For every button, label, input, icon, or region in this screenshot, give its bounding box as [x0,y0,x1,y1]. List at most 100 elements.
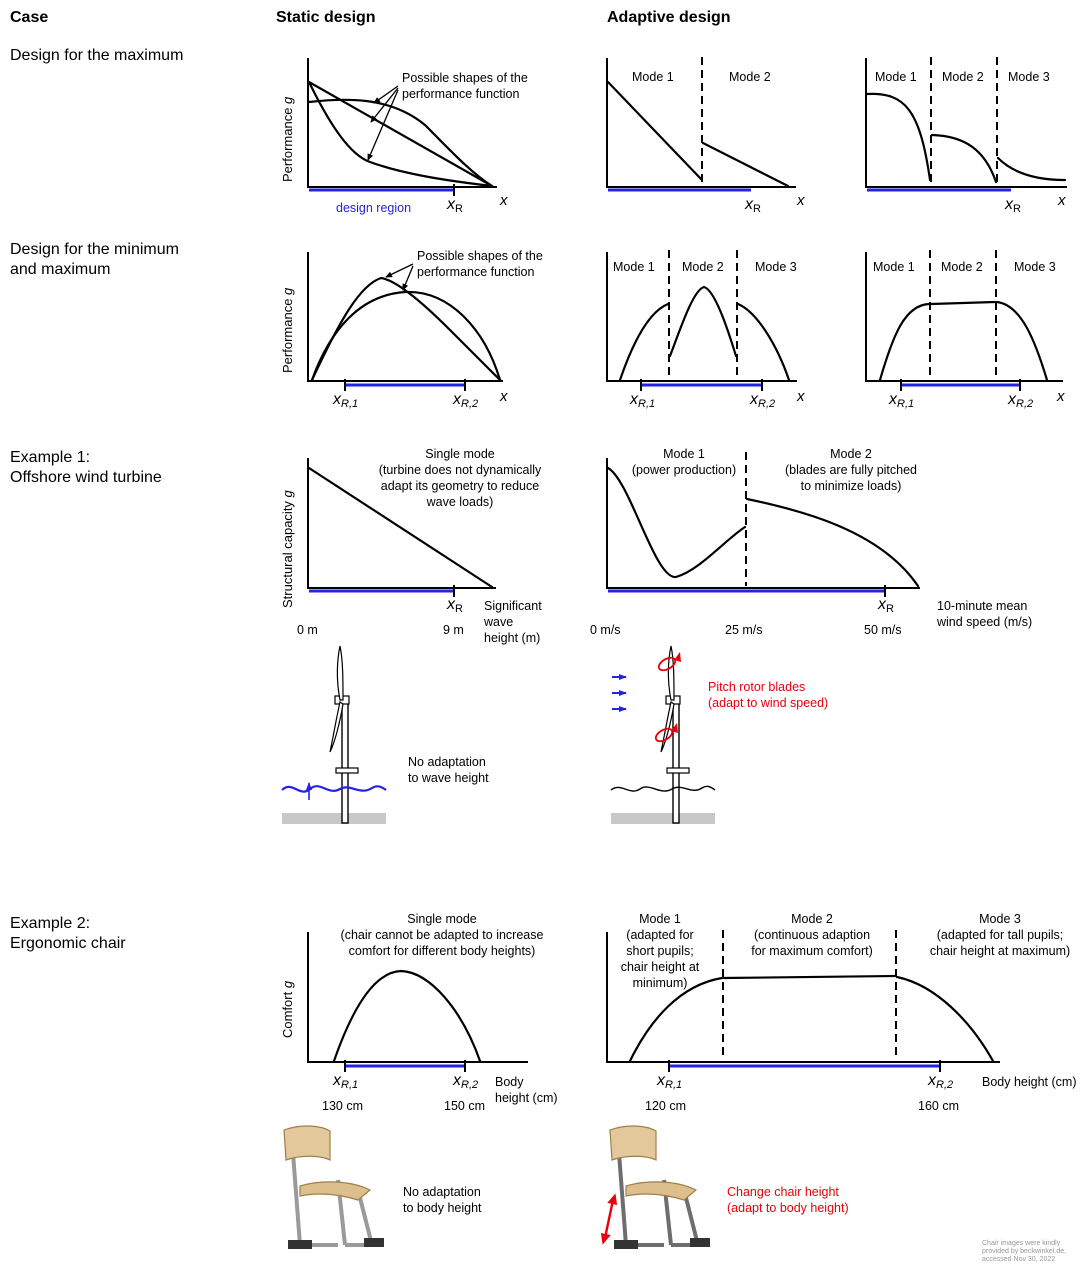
waves [610,785,716,792]
annotation-line: (power production) [632,463,736,477]
chair-backrest [609,1125,657,1161]
plot-chair-static: Comfort g Single mode (chair cannot be a… [280,912,558,1113]
xr-label: xR [877,596,894,615]
annotation-line: short pupils; [626,944,693,958]
xr2-label: xR,2 [749,391,775,410]
axes [865,252,1063,382]
plot-r2-adaptive-3modes-b: Mode 1 Mode 2 Mode 3 xR,1 xR,2 x [865,250,1065,410]
pitch-arrowhead [671,723,678,733]
y-axis-label: Structural capacity g [280,489,295,608]
xr1-label: xR,1 [656,1072,682,1091]
axes [307,932,528,1063]
x-axis-label: Body [495,1075,524,1089]
annotation-line: (adapt to body height) [727,1201,849,1215]
tick-label: 0 m [297,623,318,637]
chair-adaptive-illustration: Change chair height (adapt to body heigh… [600,1125,849,1249]
blade [329,701,344,753]
curve-peaked [310,276,502,382]
case-design-max: Design for the maximum [10,46,183,66]
annotation-line: comfort for different body heights) [349,944,536,958]
y-axis-label: Comfort g [280,980,295,1038]
xr-label: xR [744,196,761,215]
curve-mode3 [995,300,1049,382]
curve-linear [307,466,494,589]
case-ergonomic-chair: Example 2: Ergonomic chair [10,914,126,954]
adaptive-design-header: Adaptive design [607,9,731,26]
annotation-line: (adapted for tall pupils; [937,928,1063,942]
credit-line: provided by beckwinkel.de, [982,1248,1067,1255]
credit-line: Chair images were kindly [982,1240,1061,1247]
mode-label: Mode 1 [875,70,917,84]
annotation-line: to minimize loads) [801,479,902,493]
annotation-line: performance function [402,87,519,101]
annotation-line: (turbine does not dynamically [379,463,542,477]
annotation-line: Mode 3 [979,912,1021,926]
curve-mode2 [745,497,920,588]
tower [341,702,349,824]
annotation-arrow [385,263,414,278]
case-label: Design for the maximum [10,47,184,64]
annotation-arrow [402,265,414,291]
case-label: Example 2: [10,915,91,932]
mode-label: Mode 3 [1014,260,1056,274]
axes [606,252,797,382]
curve-mode2 [929,300,997,306]
case-wind-turbine: Example 1: Offshore wind turbine [10,448,162,488]
curve-mode2 [722,974,897,980]
case-label: Ergonomic chair [10,935,126,952]
tick-label: 25 m/s [725,623,763,637]
xr2-label: xR,2 [927,1072,953,1091]
static-design-header: Static design [276,9,376,26]
axes [307,458,496,589]
annotation-line: to wave height [408,771,489,785]
annotation-line: for maximum comfort) [751,944,873,958]
chair-backrest [283,1125,331,1161]
x-axis-label: x [796,192,805,209]
credit-line: accessed Nov 30, 2022 [982,1256,1056,1263]
curve-mode1 [628,976,724,1063]
y-axis-label: Performance g [280,96,295,182]
xr1-label: xR,1 [629,391,655,410]
xr2-label: xR,2 [452,1072,478,1091]
pitch-indicator [657,656,677,672]
x-axis-label: wave [483,615,513,629]
x-axis-label: Significant [484,599,542,613]
x-axis-label: x [1056,388,1065,405]
annotation-line: wave loads) [426,495,494,509]
xr-label: xR [446,596,463,615]
seabed [611,813,715,824]
tick-label: 50 m/s [864,623,902,637]
case-design-min-max: Design for the minimum and maximum [10,240,179,280]
mode-label: Mode 3 [1008,70,1050,84]
plot-turbine-static: Structural capacity g Single mode (turbi… [280,447,542,645]
curve-mode1 [878,302,931,382]
mode-label: Mode 3 [755,260,797,274]
annotation-line: chair height at [621,960,700,974]
annotation-line: (chair cannot be adapted to increase [341,928,544,942]
curve-mode3 [996,156,1067,182]
x-axis-label: height (cm) [495,1091,558,1105]
curve-mode2 [668,285,738,358]
design-region-label: design region [336,201,411,215]
annotation-line: No adaptation [408,755,486,769]
curve-mode3 [736,302,791,382]
curve-mode1 [606,466,747,579]
case-header: Case [10,9,49,26]
x-axis-label: x [796,388,805,405]
curve-mode2 [701,141,790,188]
image-credit: Chair images were kindly provided by bec… [982,1240,1086,1264]
chair-seat [299,1181,372,1201]
annotation-arrow [367,89,399,161]
case-label: Offshore wind turbine [10,469,162,486]
plot-r1-adaptive-3modes: Mode 1 Mode 2 Mode 3 xR x [865,57,1067,215]
annotation-line: to body height [403,1201,482,1215]
axes [606,932,1000,1063]
mode-label: Mode 2 [942,70,984,84]
xr-label: xR [446,196,463,215]
x-axis-label: Body height (cm) [982,1075,1076,1089]
curve-single [332,969,482,1063]
x-axis-label: x [499,192,508,209]
mode-label: Mode 1 [873,260,915,274]
chair-foot [690,1238,710,1247]
